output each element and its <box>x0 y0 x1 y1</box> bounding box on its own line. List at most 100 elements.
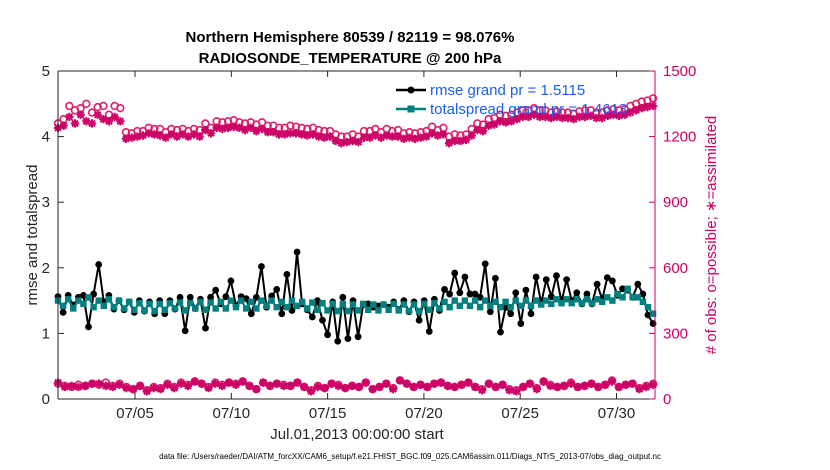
spread-point <box>278 298 285 306</box>
spread-point <box>131 306 138 313</box>
assimilated-obs-point <box>512 114 522 124</box>
assimilated-obs-point <box>74 382 83 392</box>
assimilated-obs-point <box>87 379 97 388</box>
assimilated-obs-point <box>416 380 425 389</box>
rmse-point <box>522 286 530 294</box>
spread-point <box>136 300 143 307</box>
spread-point <box>90 303 97 311</box>
rmse-point <box>486 308 494 316</box>
rmse-point <box>466 290 474 298</box>
spread-point <box>293 302 301 310</box>
spread-point <box>522 297 530 304</box>
spread-point <box>232 303 240 311</box>
spread-point <box>492 298 499 306</box>
assimilated-obs-point <box>308 130 318 139</box>
assimilated-obs-point <box>297 130 306 139</box>
spread-point <box>187 300 194 307</box>
x-tick-label: 07/30 <box>598 405 636 422</box>
assimilated-obs-point <box>286 129 295 138</box>
rmse-point <box>324 331 331 339</box>
rmse-point <box>95 261 103 268</box>
assimilated-obs-point <box>320 383 329 393</box>
axes-frame <box>57 70 656 400</box>
rmse-point <box>634 280 642 288</box>
spread-point <box>354 307 362 314</box>
spread-point <box>456 302 464 310</box>
assimilated-obs-point <box>512 387 521 396</box>
assimilated-obs-point <box>518 112 527 122</box>
rmse-point <box>278 310 286 318</box>
spread-point <box>446 303 453 311</box>
assimilated-obs-point <box>138 131 148 140</box>
assimilated-obs-point <box>212 123 221 133</box>
spread-point <box>593 296 601 303</box>
rmse-point <box>593 280 601 288</box>
spread-point <box>573 296 580 303</box>
assimilated-obs-point <box>229 122 238 131</box>
spread-point <box>441 298 448 306</box>
rmse-point <box>446 290 454 298</box>
assimilated-obs-point <box>433 131 442 140</box>
assimilated-obs-point <box>104 117 114 126</box>
spread-point <box>151 307 158 315</box>
assimilated-obs-point <box>427 129 437 138</box>
spread-point <box>258 297 265 304</box>
spread-point <box>497 303 504 311</box>
assimilated-obs-point <box>558 113 567 123</box>
assimilated-obs-point <box>628 379 637 388</box>
x-tick-label: 07/10 <box>213 405 251 422</box>
legend-rmse-label: rmse grand pr = 1.5115 <box>430 82 585 99</box>
rmse-point <box>90 290 98 298</box>
assimilated-obs-point <box>507 117 516 126</box>
assimilated-obs-point <box>108 382 117 392</box>
rmse-point <box>481 260 489 268</box>
x-tick-label: 07/05 <box>116 405 154 422</box>
spread-point <box>461 297 469 304</box>
spread-point <box>263 302 270 310</box>
assimilated-obs-point <box>94 379 104 388</box>
spread-point <box>344 307 352 315</box>
spread-point <box>451 297 458 304</box>
rmse-point <box>492 274 499 282</box>
assimilated-obs-point <box>529 110 539 119</box>
rmse-point <box>212 286 220 294</box>
possible-obs-point <box>99 101 108 111</box>
rmse-point <box>242 295 250 303</box>
spread-point <box>85 294 92 301</box>
assimilated-obs-point <box>201 125 210 135</box>
assimilated-obs-point <box>620 110 629 119</box>
assimilated-obs-point <box>161 133 170 142</box>
assimilated-obs-point <box>443 381 453 391</box>
assimilated-obs-point <box>388 132 397 141</box>
rmse-point <box>461 273 469 281</box>
rmse-point <box>471 290 479 298</box>
spread-point <box>614 290 621 298</box>
assimilated-obs-point <box>559 381 569 391</box>
assimilated-obs-point <box>197 379 206 388</box>
assimilated-obs-point <box>223 123 233 133</box>
assimilated-obs-point <box>501 118 510 127</box>
assimilated-obs-point <box>580 112 590 122</box>
assimilated-obs-point <box>60 382 70 392</box>
assimilated-obs-point <box>331 136 340 146</box>
assimilated-obs-point <box>342 137 352 147</box>
assimilated-obs-point <box>167 130 176 139</box>
spread-point <box>482 297 489 304</box>
assimilated-obs-point <box>231 380 241 389</box>
spread-point <box>64 296 72 303</box>
possible-obs-point <box>116 103 125 113</box>
spread-point <box>502 298 509 306</box>
spread-point <box>517 302 525 310</box>
assimilated-obs-point <box>314 132 323 141</box>
spread-point <box>146 300 153 308</box>
legend: rmse grand pr = 1.5115 totalspread grand… <box>396 82 627 118</box>
footer-data-file: data file: /Users/raeder/DAI/ATM_forcXX/… <box>159 452 661 461</box>
rmse-point <box>319 316 326 324</box>
spread-point <box>273 303 280 311</box>
assimilated-obs-point <box>156 384 165 394</box>
series-low_assimilated <box>53 376 658 396</box>
spread-point <box>476 303 484 311</box>
assimilated-obs-point <box>580 381 589 391</box>
spread-point <box>420 300 428 308</box>
spread-point <box>400 301 408 308</box>
